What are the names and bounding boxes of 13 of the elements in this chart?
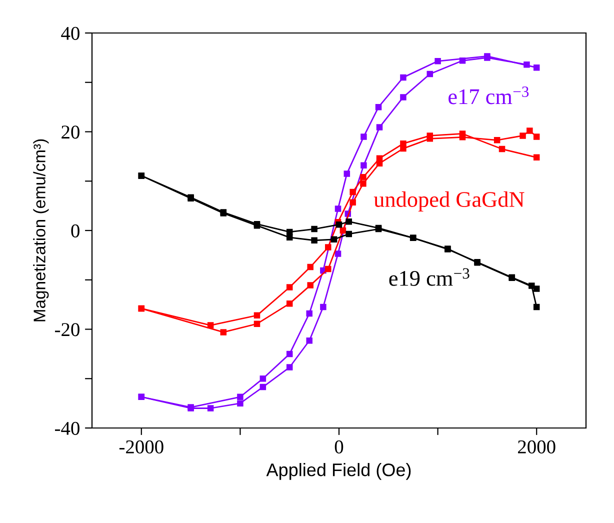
series-label: e17 cm$^{−3}$ xyxy=(448,86,529,104)
y-tick-label: 0 xyxy=(71,224,80,238)
series-label: e19 cm$^{−3}$ xyxy=(389,268,470,286)
x-tick-label: 0 xyxy=(334,440,344,454)
x-tick-label: 2000 xyxy=(518,440,556,454)
x-axis-title: Applied Field (Oe) xyxy=(266,462,411,480)
y-tick-label: 20 xyxy=(62,126,80,139)
x-tick-label: -2000 xyxy=(119,440,164,454)
y-tick-label: -40 xyxy=(55,422,80,435)
y-tick-label: -20 xyxy=(55,323,80,336)
y-axis-title: Magnetization (emu/cm³) xyxy=(33,139,49,322)
y-tick-label: 40 xyxy=(61,26,80,40)
series-label: undoped GaGdN xyxy=(374,191,524,212)
